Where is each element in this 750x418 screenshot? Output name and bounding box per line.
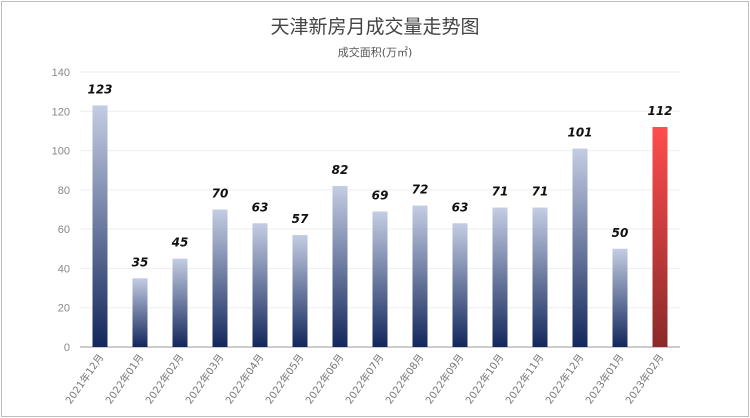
bar: [652, 127, 668, 347]
x-tick-label: 2021年12月: [62, 351, 106, 406]
bar-value-label: 35: [132, 255, 149, 269]
x-tick-label: 2023年02月: [622, 351, 666, 406]
bar-value-label: 123: [87, 82, 112, 96]
bar-value-label: 71: [492, 185, 509, 199]
bar: [132, 278, 148, 347]
x-tick-label: 2022年01月: [102, 351, 146, 406]
bar: [492, 207, 508, 347]
bar: [92, 105, 108, 348]
x-tick-label: 2022年04月: [222, 351, 266, 406]
bar-value-label: 63: [452, 200, 469, 214]
y-tick-label: 0: [64, 342, 70, 354]
bar: [572, 148, 588, 347]
chart-subtitle: 成交面积(万㎡): [337, 46, 413, 59]
x-tick-label: 2022年02月: [142, 351, 186, 406]
x-axis: 2021年12月2022年01月2022年02月2022年03月2022年04月…: [62, 351, 666, 406]
y-tick-label: 140: [52, 67, 70, 79]
bar: [172, 258, 188, 347]
bar-value-label: 101: [567, 126, 592, 140]
x-tick-label: 2022年08月: [382, 351, 426, 406]
y-tick-label: 60: [58, 224, 70, 236]
x-tick-label: 2022年10月: [462, 351, 506, 406]
x-tick-label: 2022年12月: [542, 351, 586, 406]
y-tick-label: 20: [58, 303, 70, 315]
x-tick-label: 2022年09月: [422, 351, 466, 406]
bar-value-label: 112: [647, 104, 672, 118]
bar-value-label: 71: [532, 185, 549, 199]
bar-value-label: 82: [332, 163, 349, 177]
y-tick-label: 100: [52, 146, 70, 158]
bar-value-label: 50: [612, 226, 629, 240]
bar: [612, 248, 628, 347]
x-tick-label: 2022年03月: [182, 351, 226, 406]
bar: [332, 185, 348, 347]
bar: [292, 235, 308, 347]
y-tick-label: 40: [58, 263, 70, 275]
y-tick-label: 80: [58, 185, 70, 197]
x-tick-label: 2023年01月: [582, 351, 626, 406]
bars: [92, 105, 668, 348]
bar-value-label: 72: [412, 183, 429, 197]
bar-value-label: 63: [252, 200, 269, 214]
x-tick-label: 2022年07月: [342, 351, 386, 406]
bar: [412, 205, 428, 347]
bar-value-label: 70: [212, 187, 229, 201]
bar-value-label: 45: [171, 236, 189, 250]
bar: [212, 209, 228, 347]
bar: [532, 207, 548, 347]
chart-title: 天津新房月成交量走势图: [270, 16, 480, 38]
y-axis: 0 20 40 60 80 100 120 140: [52, 67, 70, 354]
x-tick-label: 2022年06月: [302, 351, 346, 406]
bar: [452, 223, 468, 347]
bar-value-label: 69: [372, 188, 389, 202]
bar-value-label: 57: [292, 212, 309, 226]
x-tick-label: 2022年05月: [262, 351, 306, 406]
value-labels: 123 35 45 70 63 57 82 69 72 63 71 71 101 50 112: [87, 82, 672, 269]
y-tick-label: 120: [52, 106, 70, 118]
bar: [372, 211, 388, 347]
x-tick-label: 2022年11月: [502, 351, 546, 406]
bar: [252, 223, 268, 347]
